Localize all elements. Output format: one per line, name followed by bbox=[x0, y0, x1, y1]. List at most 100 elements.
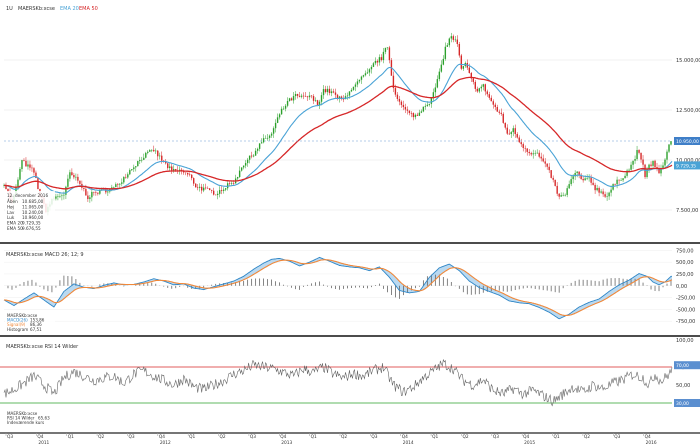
candle-body bbox=[19, 169, 21, 180]
candle-body bbox=[37, 178, 39, 190]
candle-body bbox=[496, 107, 498, 112]
candle-body bbox=[320, 95, 323, 102]
candle-body bbox=[540, 156, 542, 159]
x-quarter-label: Q3 bbox=[371, 434, 377, 440]
candle-body bbox=[616, 179, 618, 185]
macd-axis-tick: 500,00 bbox=[676, 260, 694, 266]
x-quarter-label: Q4 bbox=[402, 434, 408, 440]
candle-body bbox=[151, 149, 153, 151]
candle-body bbox=[302, 95, 305, 97]
rsi-value-label: 70,00 bbox=[676, 363, 689, 369]
candle-body bbox=[548, 166, 550, 171]
candle-body bbox=[59, 196, 61, 197]
candle-body bbox=[580, 174, 582, 179]
candle-body bbox=[7, 189, 9, 192]
candle-body bbox=[424, 105, 427, 107]
candle-body bbox=[360, 76, 363, 80]
candle-body bbox=[33, 168, 35, 173]
candle-body bbox=[614, 184, 616, 185]
candle-body bbox=[650, 164, 652, 166]
candle-body bbox=[298, 95, 301, 97]
x-quarter-label: Q3 bbox=[7, 434, 13, 440]
symbol-label: MAERSKb:xcse bbox=[18, 6, 55, 12]
candle-body bbox=[5, 185, 7, 190]
rsi-line bbox=[3, 358, 673, 407]
candle-body bbox=[378, 57, 381, 63]
candle-body bbox=[101, 189, 103, 190]
candle-body bbox=[175, 168, 177, 171]
ema50-label: EMA 50 bbox=[79, 6, 98, 12]
candle-body bbox=[248, 155, 251, 160]
candle-body bbox=[354, 84, 357, 87]
price-axis-tick: 12.500,00 bbox=[676, 108, 700, 114]
candle-body bbox=[199, 186, 201, 188]
candle-body bbox=[522, 144, 524, 148]
candle-body bbox=[296, 94, 299, 96]
candle-body bbox=[125, 176, 127, 178]
candle-body bbox=[107, 191, 109, 193]
macd-axis-tick: 0,00 bbox=[676, 284, 687, 290]
candle-body bbox=[520, 142, 522, 145]
candle-body bbox=[388, 47, 391, 61]
candle-body bbox=[516, 134, 518, 138]
x-quarter-label: Q3 bbox=[614, 434, 620, 440]
candle-body bbox=[137, 161, 139, 167]
candle-body bbox=[195, 183, 197, 188]
candle-body bbox=[556, 185, 558, 194]
candle-body bbox=[338, 96, 341, 99]
legend-row-value: 9.729,35 bbox=[22, 221, 41, 226]
candle-body bbox=[268, 135, 271, 138]
price-legend-box bbox=[5, 191, 55, 235]
candle-body bbox=[230, 183, 233, 184]
candle-body bbox=[398, 98, 401, 102]
candle-body bbox=[418, 112, 421, 116]
candle-body bbox=[632, 160, 634, 165]
candle-body bbox=[91, 191, 93, 198]
candle-body bbox=[660, 167, 662, 174]
candle-body bbox=[610, 189, 612, 193]
macd-axis-tick: -750,00 bbox=[676, 319, 695, 325]
candle-body bbox=[532, 153, 534, 155]
ema20-value-tag bbox=[674, 161, 700, 170]
candle-body bbox=[99, 189, 101, 194]
candle-body bbox=[484, 84, 486, 92]
candle-body bbox=[446, 45, 449, 47]
candle-body bbox=[242, 165, 245, 168]
candle-body bbox=[79, 180, 81, 184]
candle-body bbox=[149, 150, 151, 152]
candle-body bbox=[266, 137, 269, 139]
candle-body bbox=[450, 36, 453, 39]
candle-body bbox=[276, 117, 279, 123]
candle-body bbox=[17, 179, 19, 187]
x-year-label: 2013 bbox=[281, 440, 292, 445]
candle-body bbox=[628, 169, 630, 171]
candle-body bbox=[648, 164, 650, 170]
candle-body bbox=[336, 94, 339, 99]
candle-body bbox=[274, 122, 277, 129]
candle-body bbox=[208, 188, 211, 190]
x-quarter-label: Q2 bbox=[98, 434, 104, 440]
candle-body bbox=[71, 172, 73, 176]
candle-body bbox=[382, 51, 385, 61]
candle-body bbox=[396, 94, 399, 99]
candle-body bbox=[600, 191, 602, 193]
candle-body bbox=[606, 196, 608, 197]
legend-row-value: 10.960,00 bbox=[22, 215, 44, 220]
candle-body bbox=[135, 166, 137, 168]
candle-body bbox=[67, 178, 69, 187]
candle-body bbox=[314, 100, 317, 101]
candle-body bbox=[89, 197, 91, 200]
candle-body bbox=[604, 194, 606, 197]
candle-body bbox=[504, 122, 506, 128]
candle-body bbox=[129, 170, 131, 175]
macd-legend-label: MACD(26) bbox=[7, 318, 28, 323]
candle-body bbox=[316, 100, 319, 105]
candle-body bbox=[278, 114, 281, 118]
candle-body bbox=[558, 193, 560, 197]
candle-body bbox=[246, 159, 249, 164]
candle-body bbox=[75, 176, 77, 178]
candle-body bbox=[538, 152, 540, 157]
candle-body bbox=[350, 89, 353, 92]
candle-body bbox=[364, 73, 367, 76]
candle-body bbox=[552, 177, 554, 180]
